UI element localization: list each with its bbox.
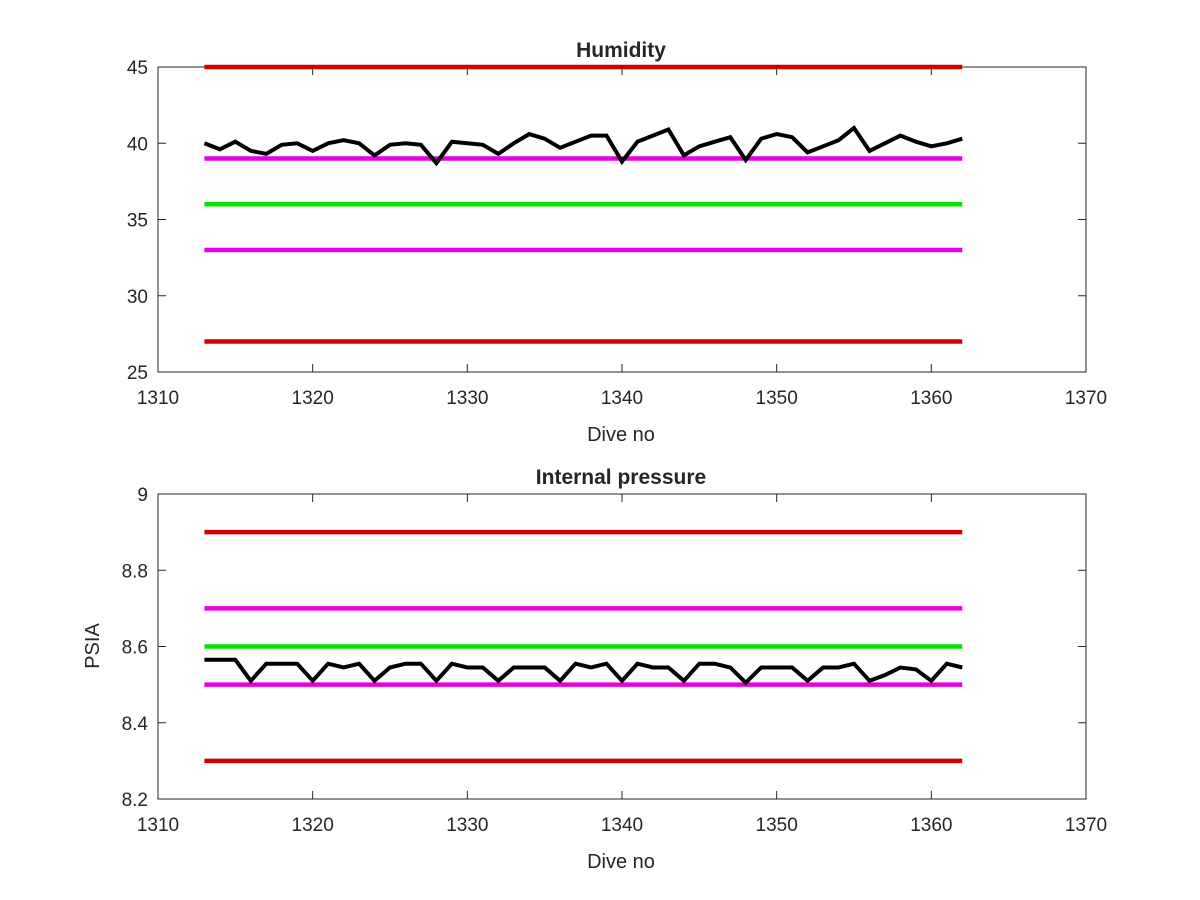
internal-pressure-x-axis-label: Dive no <box>587 851 655 873</box>
humidity-x-tick-label: 1370 <box>1065 388 1107 409</box>
internal-pressure-x-tick-label: 1320 <box>292 815 334 836</box>
humidity-series-layer <box>203 64 963 344</box>
internal-pressure-y-axis-label: PSIA <box>82 623 104 669</box>
internal-pressure-x-tick-label: 1360 <box>910 815 952 836</box>
internal-pressure-y-tick-label: 8.8 <box>122 561 148 582</box>
humidity-axes-box <box>157 66 1087 373</box>
internal-pressure-y-tick-label: 8.4 <box>122 714 149 735</box>
humidity-x-tick-label: 1360 <box>910 388 952 409</box>
internal-pressure-y-tick-label: 9 <box>137 485 148 506</box>
internal-pressure-y-ticks: 8.2 8.4 8.6 8.8 9 <box>122 485 1086 811</box>
humidity-x-ticks: 1310 1320 1330 1340 1350 1360 1370 <box>137 67 1107 409</box>
internal-pressure-x-tick-label: 1330 <box>446 815 488 836</box>
humidity-x-tick-label: 1310 <box>137 388 179 409</box>
internal-pressure-chart-title: Internal pressure <box>536 466 706 489</box>
humidity-y-tick-label: 35 <box>127 211 148 232</box>
humidity-chart-title: Humidity <box>576 39 666 62</box>
humidity-data-line <box>203 125 963 167</box>
internal-pressure-x-tick-label: 1350 <box>756 815 798 836</box>
humidity-x-tick-label: 1320 <box>292 388 334 409</box>
humidity-y-tick-label: 45 <box>127 58 148 79</box>
internal-pressure-y-tick-label: 8.2 <box>122 790 148 811</box>
humidity-y-tick-label: 40 <box>127 134 148 155</box>
humidity-y-tick-label: 25 <box>127 363 148 384</box>
internal-pressure-data-line <box>204 657 963 686</box>
internal-pressure-panel: 1310 1320 1330 1340 1350 1360 1370 8.28.48.68.… <box>82 466 1107 873</box>
internal-pressure-x-tick-label: 1340 <box>601 815 643 836</box>
humidity-x-tick-label: 1340 <box>601 388 643 409</box>
humidity-panel: 1310 1320 1330 1340 1350 1360 1370 2530354045 … <box>127 39 1107 446</box>
internal-pressure-x-ticks: 1310 1320 1330 1340 1350 1360 1370 <box>137 494 1107 836</box>
humidity-y-ticks: 25 30 35 40 45 <box>127 58 1086 384</box>
humidity-y-tick-label: 30 <box>127 287 148 308</box>
internal-pressure-x-tick-label: 1310 <box>137 815 179 836</box>
humidity-x-tick-label: 1330 <box>446 388 488 409</box>
humidity-x-axis-label: Dive no <box>587 424 655 446</box>
humidity-x-tick-label: 1350 <box>756 388 798 409</box>
internal-pressure-series-layer <box>204 529 963 764</box>
internal-pressure-y-tick-label: 8.6 <box>122 638 148 659</box>
internal-pressure-x-tick-label: 1370 <box>1065 815 1107 836</box>
